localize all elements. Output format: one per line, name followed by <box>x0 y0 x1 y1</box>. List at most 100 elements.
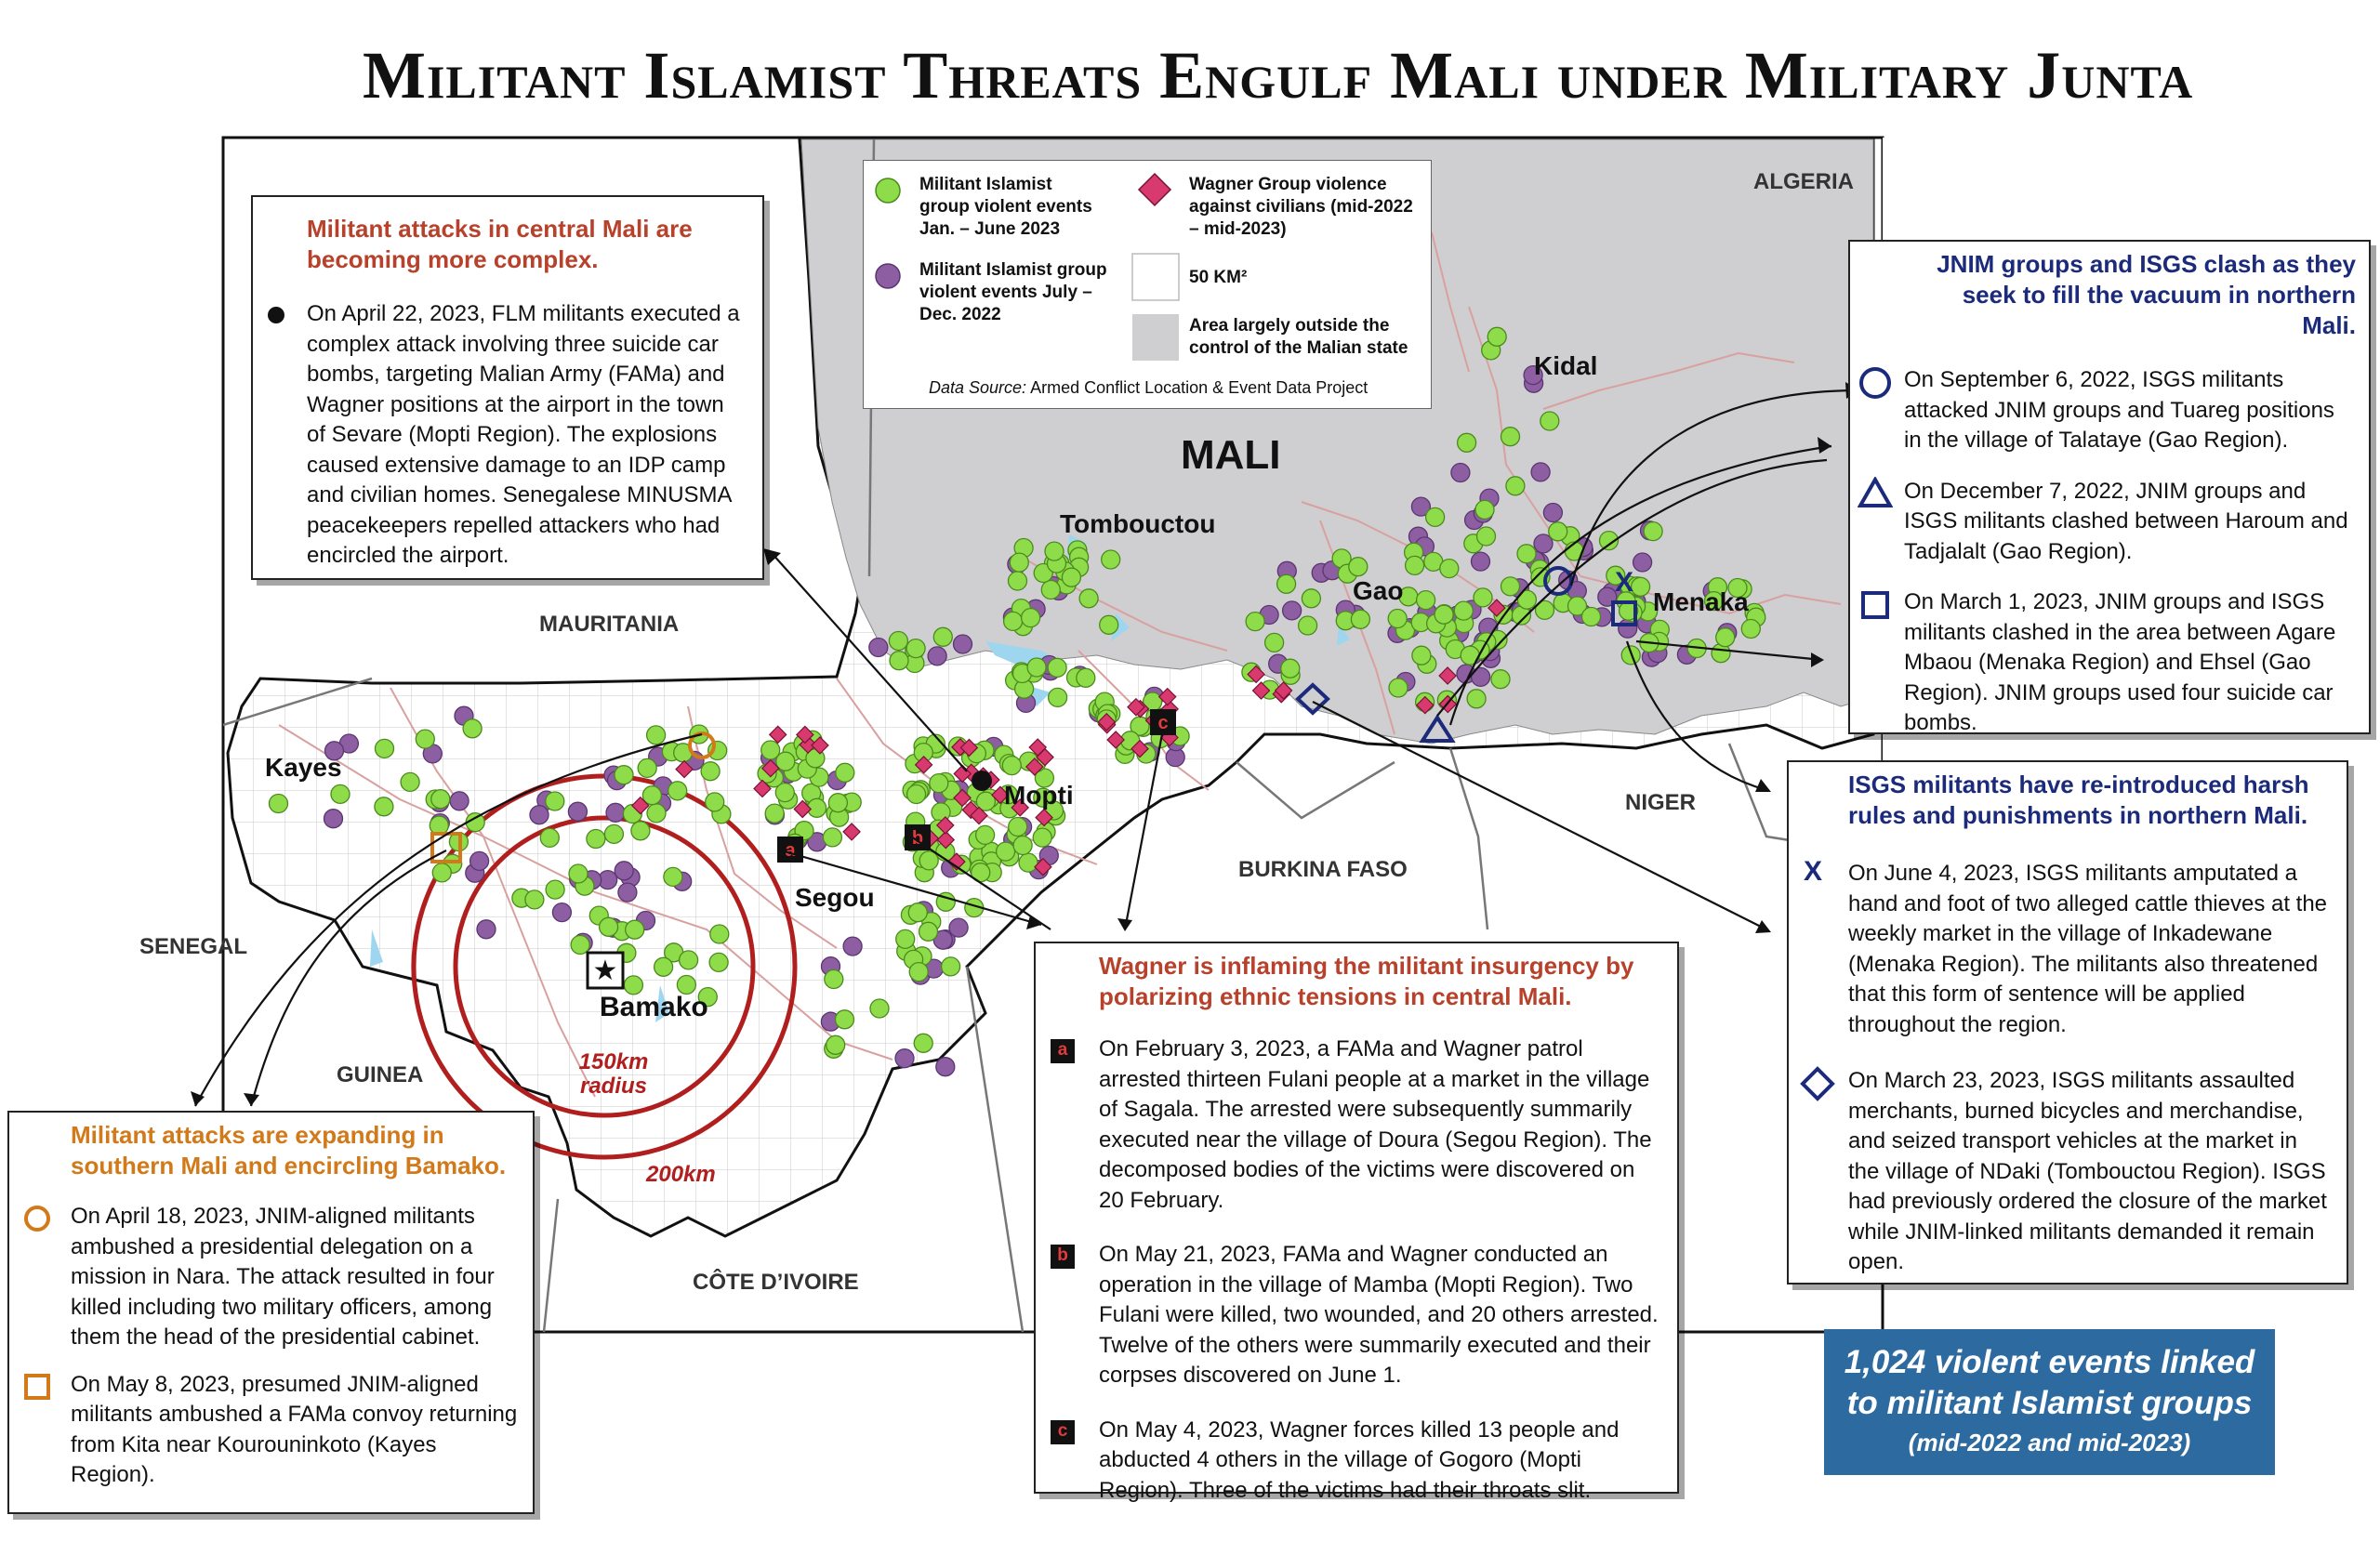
wagner-event-marker <box>1488 599 1506 617</box>
purple-event-marker <box>324 741 345 761</box>
green-event-marker <box>835 762 855 783</box>
wagner-event-marker <box>768 725 787 744</box>
green-event-marker <box>1388 678 1408 698</box>
green-event-marker <box>1473 587 1493 608</box>
purple-event-marker <box>1530 462 1551 482</box>
wagner-event-marker <box>991 785 1010 805</box>
neighbor-senegal: SENEGAL <box>139 934 248 959</box>
green-event-marker <box>1411 645 1432 665</box>
legend-symbols <box>875 172 1180 361</box>
green-event-marker <box>1034 768 1055 788</box>
green-event-marker <box>570 934 590 955</box>
stat-line3: (mid-2022 and mid-2023) <box>1908 1429 2191 1456</box>
wagner-event-marker <box>953 764 972 784</box>
neighbor-niger: NIGER <box>1625 790 1697 815</box>
green-event-marker <box>1630 576 1651 597</box>
city-kayes: Kayes <box>265 753 342 782</box>
callout-central-item: On April 22, 2023, FLM militants execute… <box>268 299 742 572</box>
green-event-marker <box>913 1033 933 1053</box>
purple-event-marker <box>927 646 947 666</box>
callout-isgs-item1: X On June 4, 2023, ISGS militants amputa… <box>1804 856 2328 1037</box>
green-event-marker <box>1101 549 1121 570</box>
callout-arrows <box>194 389 1860 1107</box>
purple-event-marker <box>1632 552 1653 573</box>
city-mopti: Mopti <box>1004 781 1074 810</box>
green-event-marker <box>708 952 729 973</box>
green-event-marker <box>1415 589 1436 611</box>
stat-box: 1,024 violent events linked to militant … <box>1824 1329 2275 1475</box>
green-event-marker <box>1474 499 1495 520</box>
purple-event-marker <box>567 801 588 822</box>
letter-c-badge: c <box>1051 1419 1075 1444</box>
green-event-marker <box>1008 816 1028 837</box>
green-event-marker <box>1490 669 1511 690</box>
green-event-marker <box>1548 521 1568 542</box>
green-event-marker <box>1263 632 1285 653</box>
green-event-marker <box>1534 600 1555 621</box>
wagner-event-marker <box>1025 758 1044 776</box>
callout-isgs-item2: On March 23, 2023, ISGS militants assaul… <box>1800 1066 2330 1278</box>
green-event-marker <box>400 771 420 793</box>
orange-circle-icon <box>24 1206 50 1232</box>
green-event-marker <box>1606 565 1626 586</box>
green-event-marker <box>663 866 683 888</box>
wagner-event-marker <box>842 823 861 841</box>
arrowheads <box>191 382 1859 1106</box>
purple-event-marker <box>1470 551 1491 572</box>
green-event-marker <box>330 784 350 805</box>
green-event-marker <box>697 986 718 1008</box>
green-event-marker <box>1280 658 1301 679</box>
purple-event-marker <box>935 1057 956 1077</box>
green-event-marker <box>1475 526 1497 547</box>
city-segou: Segou <box>795 883 875 912</box>
green-event-marker <box>1301 588 1322 609</box>
green-event-marker <box>1598 530 1620 551</box>
green-event-marker <box>889 651 909 671</box>
callout-south-item2: On May 8, 2023, presumed JNIM-aligned mi… <box>24 1370 520 1491</box>
callout-wagner: Wagner is inflaming the militant insurge… <box>1034 942 1679 1503</box>
wagner-event-marker <box>947 852 966 871</box>
legend-grid-label: 50 KM² <box>1189 268 1248 287</box>
ring-150km-label: 150km radius <box>578 1049 649 1099</box>
callout-jnim-item2: On December 7, 2022, JNIM groups and ISG… <box>1858 476 2356 568</box>
navy-square-icon <box>1861 591 1889 619</box>
purple-event-marker <box>529 805 549 825</box>
green-event-marker <box>539 827 560 849</box>
green-event-marker <box>1061 567 1082 587</box>
green-event-marker <box>1740 618 1761 639</box>
svg-text:c: c <box>1157 713 1168 733</box>
green-event-marker <box>1404 555 1425 576</box>
capital-star-icon: ★ <box>593 955 618 986</box>
green-event-marker <box>1001 755 1022 776</box>
green-event-marker <box>1500 427 1521 447</box>
green-event-marker <box>1703 590 1725 612</box>
incident-a: a <box>777 837 803 863</box>
green-event-marker <box>374 738 395 759</box>
green-event-marker <box>1020 607 1041 628</box>
callout-isgs-heading: ISGS militants have re-introduced harsh … <box>1848 771 2309 829</box>
green-event-marker <box>1033 787 1053 808</box>
wagner-event-marker <box>1034 857 1052 876</box>
green-event-marker <box>919 850 939 871</box>
green-event-marker <box>826 1034 846 1055</box>
green-event-marker <box>824 968 844 990</box>
green-event-marker <box>895 929 916 950</box>
green-event-marker <box>775 751 796 771</box>
wagner-event-marker <box>1011 798 1030 817</box>
wagner-event-marker <box>630 796 650 815</box>
green-event-marker <box>1487 326 1507 347</box>
wagner-event-marker <box>1415 695 1435 715</box>
callout-jnim-isgs: JNIM groups and ISGS clash as they seek … <box>1848 240 2371 735</box>
green-event-marker <box>764 803 785 824</box>
wagner-event-marker <box>935 816 955 835</box>
legend-source: Data Source: Armed Conflict Location & E… <box>929 378 1368 397</box>
green-event-marker <box>700 761 721 782</box>
green-event-marker <box>603 824 625 845</box>
green-event-marker <box>545 791 565 811</box>
green-event-marker <box>918 921 939 942</box>
green-event-marker <box>524 889 545 910</box>
city-tombouctou: Tombouctou <box>1060 509 1216 538</box>
callout-wagner-c: c On May 4, 2023, Wagner forces killed 1… <box>1051 1416 1660 1507</box>
green-event-marker <box>1348 557 1368 577</box>
green-event-marker <box>827 793 849 813</box>
